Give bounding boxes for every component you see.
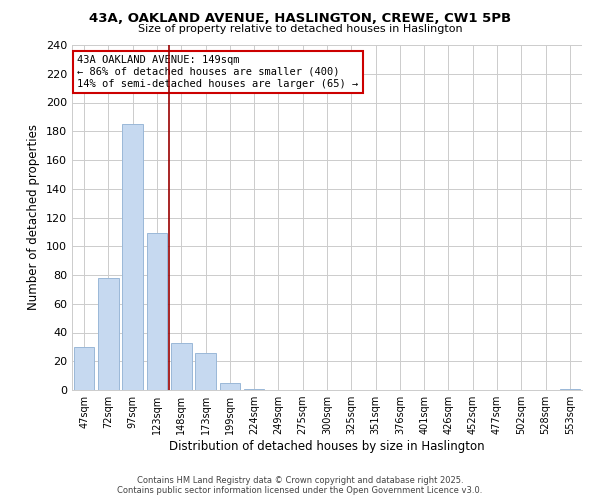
Text: 43A, OAKLAND AVENUE, HASLINGTON, CREWE, CW1 5PB: 43A, OAKLAND AVENUE, HASLINGTON, CREWE, … [89, 12, 511, 26]
Bar [244, 388, 265, 390]
Bar [146, 234, 167, 390]
Text: Size of property relative to detached houses in Haslington: Size of property relative to detached ho… [137, 24, 463, 34]
Y-axis label: Number of detached properties: Number of detached properties [28, 124, 40, 310]
Bar [74, 347, 94, 390]
Bar [171, 342, 191, 390]
Bar [122, 124, 143, 390]
Bar [195, 352, 216, 390]
Text: Contains HM Land Registry data © Crown copyright and database right 2025.
Contai: Contains HM Land Registry data © Crown c… [118, 476, 482, 495]
Text: 43A OAKLAND AVENUE: 149sqm
← 86% of detached houses are smaller (400)
14% of sem: 43A OAKLAND AVENUE: 149sqm ← 86% of deta… [77, 56, 358, 88]
Bar [560, 388, 580, 390]
Bar [220, 383, 240, 390]
Bar [98, 278, 119, 390]
X-axis label: Distribution of detached houses by size in Haslington: Distribution of detached houses by size … [169, 440, 485, 453]
